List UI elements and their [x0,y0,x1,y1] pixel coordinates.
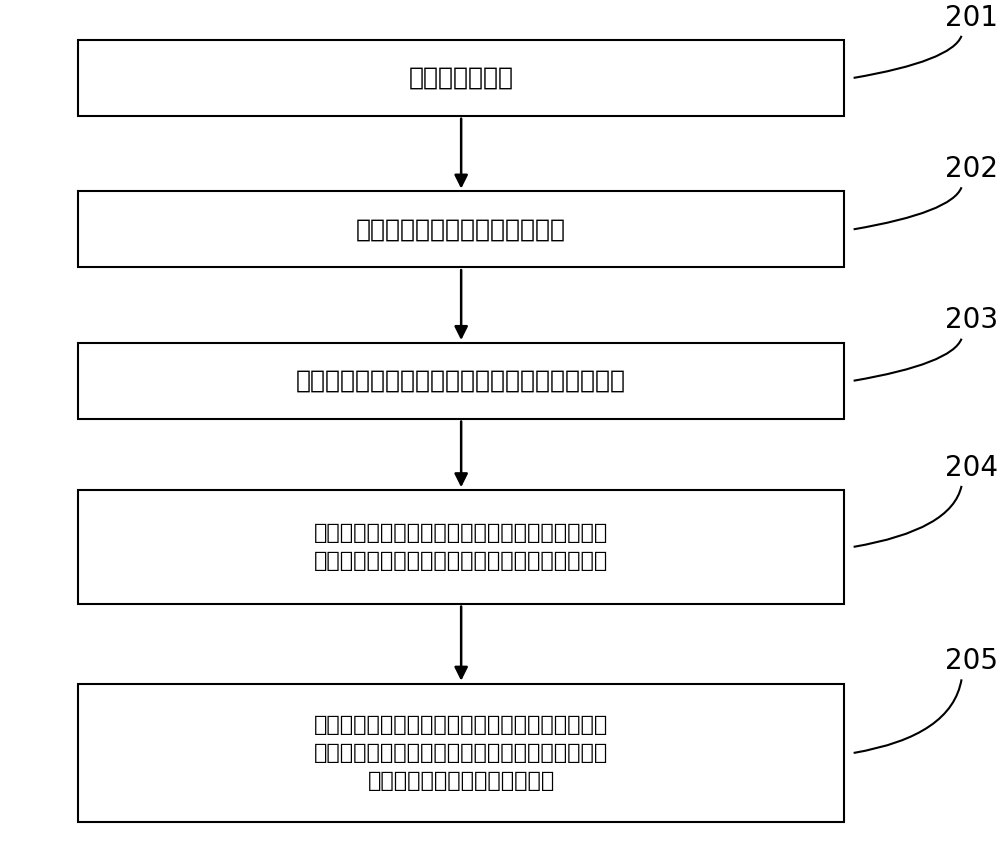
Text: 201: 201 [945,3,998,32]
Text: 在衬底基板上形成高织构介电层: 在衬底基板上形成高织构介电层 [356,217,566,241]
Text: 202: 202 [945,155,998,183]
Text: 在形成有有源层的衬底基板上形成栅极和源漏极，
源漏极包括源极和漏极，栅极与有源层绝缘设置，
源极和漏极分别与有源层电连接: 在形成有有源层的衬底基板上形成栅极和源漏极， 源漏极包括源极和漏极，栅极与有源层… [314,715,608,791]
FancyBboxPatch shape [78,490,844,603]
FancyBboxPatch shape [78,684,844,823]
FancyBboxPatch shape [78,40,844,116]
Text: 203: 203 [945,306,998,335]
Text: 在形成有高织构介电层的衬底基板上形成非晶硅层: 在形成有高织构介电层的衬底基板上形成非晶硅层 [296,369,626,393]
Text: 205: 205 [945,647,998,675]
FancyBboxPatch shape [78,343,844,419]
FancyBboxPatch shape [78,192,844,267]
Text: 提供一衬底基板: 提供一衬底基板 [409,66,514,90]
Text: 对非晶硅层进行晶化处理，使非晶硅层转换为由类
单晶硅结构材料组成的半导体膜层，以生成有源层: 对非晶硅层进行晶化处理，使非晶硅层转换为由类 单晶硅结构材料组成的半导体膜层，以… [314,523,608,571]
Text: 204: 204 [945,454,998,482]
